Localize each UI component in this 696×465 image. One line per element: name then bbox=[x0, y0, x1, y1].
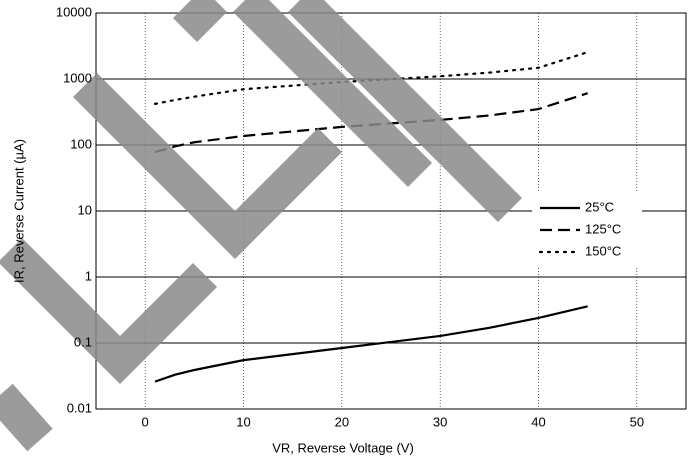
x-tick-label: 20 bbox=[335, 414, 349, 429]
y-tick-label: 100 bbox=[70, 136, 92, 151]
x-tick-label: 30 bbox=[433, 414, 447, 429]
legend-label: 125°C bbox=[585, 221, 621, 236]
watermark-stroke bbox=[287, 0, 523, 223]
x-axis-label: VR, Reverse Voltage (V) bbox=[272, 440, 414, 455]
y-axis-label: IR, Reverse Current (µA) bbox=[11, 139, 26, 283]
watermark-stroke bbox=[0, 383, 53, 452]
x-tick-label: 0 bbox=[142, 414, 149, 429]
y-tick-label: 0.01 bbox=[67, 400, 92, 415]
watermark-stroke bbox=[72, 72, 343, 260]
y-tick-label: 10000 bbox=[56, 4, 92, 19]
legend: 25°C 125°C 150°C bbox=[538, 199, 621, 258]
watermark bbox=[0, 0, 523, 452]
x-tick-label: 50 bbox=[630, 414, 644, 429]
legend-label: 25°C bbox=[585, 199, 614, 214]
watermark-stroke bbox=[0, 237, 218, 385]
legend-label: 150°C bbox=[585, 243, 621, 258]
x-tick-label: 40 bbox=[531, 414, 545, 429]
watermark-stroke bbox=[232, 0, 433, 188]
series-line bbox=[154, 305, 588, 383]
y-tick-label: 1 bbox=[85, 268, 92, 283]
series-line bbox=[153, 51, 589, 105]
series-line bbox=[154, 92, 589, 154]
lines bbox=[153, 51, 589, 383]
y-tick-label: 10 bbox=[78, 202, 92, 217]
y-tick-label: 0.1 bbox=[74, 334, 92, 349]
y-tick-label: 1000 bbox=[63, 70, 92, 85]
x-tick-label: 10 bbox=[236, 414, 250, 429]
watermark-stroke bbox=[172, 0, 228, 43]
